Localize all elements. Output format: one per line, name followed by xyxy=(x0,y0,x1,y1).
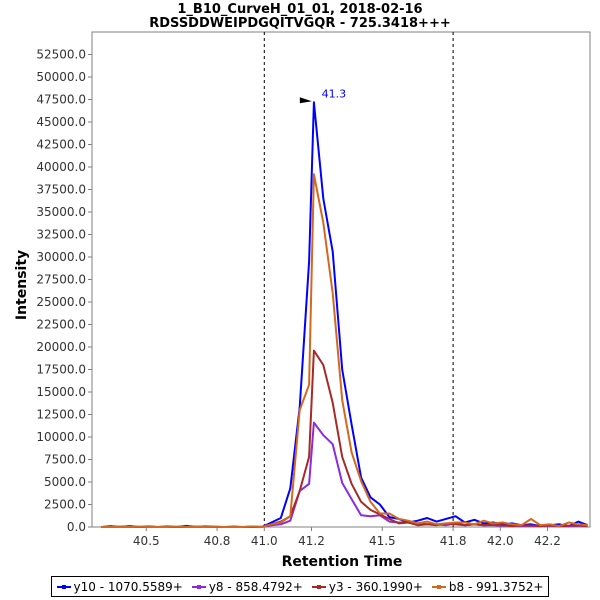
y-axis: 0.0 2500.0 5000.0 7500.0 10000.0 12500.0 15000… xyxy=(36,48,92,534)
y-tick-label: 42500.0 xyxy=(36,138,86,152)
legend-label: y10 - 1070.5589+ xyxy=(73,579,183,594)
y-tick-label: 0.0 xyxy=(67,520,86,534)
y-tick-label: 10000.0 xyxy=(36,430,86,444)
y-axis-label: Intensity xyxy=(14,250,30,320)
y-tick-label: 37500.0 xyxy=(36,183,86,197)
peak-annotation: 41.3 xyxy=(299,87,347,104)
y-tick-label: 2500.0 xyxy=(44,498,86,512)
x-axis: 40.5 40.8 41.0 41.2 41.5 41.8 42.0 42.2 xyxy=(133,527,561,548)
y-tick-label: 15000.0 xyxy=(36,385,86,399)
y-tick-label: 7500.0 xyxy=(44,453,86,467)
chart-subtitle: RDSSDDWEIPDGQITVGQR - 725.3418+++ xyxy=(149,16,451,31)
y-tick-label: 20000.0 xyxy=(36,340,86,354)
y-tick-label: 12500.0 xyxy=(36,408,86,422)
legend-marker xyxy=(436,584,441,589)
series-line-b8 xyxy=(101,173,588,528)
legend-swatch-icon xyxy=(311,581,326,593)
y-tick-label: 45000.0 xyxy=(36,115,86,129)
legend-item-y8[interactable]: y8 - 858.4792+ xyxy=(191,579,303,594)
x-tick-label: 42.0 xyxy=(487,534,514,548)
x-tick-label: 41.0 xyxy=(251,534,278,548)
y-tick-label: 50000.0 xyxy=(36,70,86,84)
peak-label: 41.3 xyxy=(322,87,347,100)
legend-swatch-icon xyxy=(56,581,71,593)
legend-swatch-icon xyxy=(191,581,206,593)
y-tick-label: 52500.0 xyxy=(36,48,86,62)
legend-marker xyxy=(316,584,321,589)
x-tick-label: 41.8 xyxy=(440,534,467,548)
series-layer xyxy=(101,101,588,528)
legend-item-b8[interactable]: b8 - 991.3752+ xyxy=(431,579,544,594)
chart-legend: y10 - 1070.5589+ y8 - 858.4792+ y3 - 360… xyxy=(51,576,549,597)
legend-marker xyxy=(196,584,201,589)
x-tick-label: 41.5 xyxy=(369,534,396,548)
x-tick-label: 41.2 xyxy=(298,534,325,548)
y-tick-label: 47500.0 xyxy=(36,93,86,107)
y-tick-label: 35000.0 xyxy=(36,205,86,219)
y-tick-label: 32500.0 xyxy=(36,228,86,242)
chart-title: 1_B10_CurveH_01_01, 2018-02-16 xyxy=(177,2,423,17)
x-tick-label: 40.8 xyxy=(204,534,231,548)
y-tick-label: 27500.0 xyxy=(36,273,86,287)
legend-label: y8 - 858.4792+ xyxy=(208,579,303,594)
y-tick-label: 17500.0 xyxy=(36,363,86,377)
legend-item-y10[interactable]: y10 - 1070.5589+ xyxy=(56,579,183,594)
legend-label: y3 - 360.1990+ xyxy=(328,579,423,594)
x-tick-label: 40.5 xyxy=(133,534,160,548)
x-axis-label: Retention Time xyxy=(282,554,403,570)
legend-marker xyxy=(61,584,66,589)
legend-swatch-icon xyxy=(431,581,446,593)
boundary-lines xyxy=(263,32,454,527)
y-tick-label: 30000.0 xyxy=(36,250,86,264)
chromatogram-chart: 0.0 2500.0 5000.0 7500.0 10000.0 12500.0 15000… xyxy=(14,31,591,570)
legend-label: b8 - 991.3752+ xyxy=(448,579,544,594)
y-tick-label: 40000.0 xyxy=(36,160,86,174)
peak-arrow-icon xyxy=(299,97,312,104)
y-tick-label: 5000.0 xyxy=(44,475,86,489)
legend-item-y3[interactable]: y3 - 360.1990+ xyxy=(311,579,423,594)
y-tick-label: 25000.0 xyxy=(36,295,86,309)
y-tick-label: 22500.0 xyxy=(36,318,86,332)
x-tick-label: 42.2 xyxy=(534,534,561,548)
